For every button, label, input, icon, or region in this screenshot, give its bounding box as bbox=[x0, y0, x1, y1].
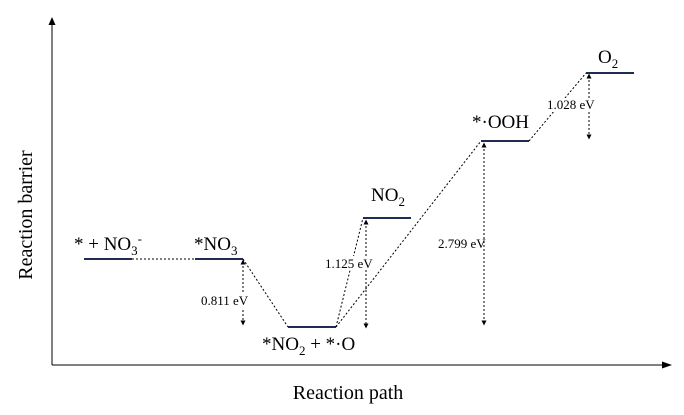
energy-labels: 0.811 eV 1.125 eV 2.799 eV 1.028 eV bbox=[201, 97, 595, 308]
x-axis-title: Reaction path bbox=[293, 382, 404, 404]
state-label-ooh: *·OOH bbox=[472, 112, 529, 133]
y-axis-arrowhead bbox=[48, 17, 56, 25]
energy-label-step2: 1.125 eV bbox=[325, 256, 373, 271]
axes bbox=[48, 17, 672, 369]
energy-arrows bbox=[240, 73, 592, 329]
state-label-no3: *NO3 bbox=[194, 234, 237, 258]
state-label-o2: O2 bbox=[598, 47, 618, 71]
energy-levels bbox=[84, 72, 634, 328]
connector-no2o-no2 bbox=[335, 217, 364, 328]
connector-no3-no2o bbox=[242, 258, 289, 328]
state-labels: * + NO3- *NO3 *NO2 + *·O NO2 *·OOH O2 bbox=[74, 47, 618, 358]
y-axis-title: Reaction barrier bbox=[15, 150, 37, 280]
energy-label-step4: 1.028 eV bbox=[547, 97, 595, 112]
connector-no2o-ooh bbox=[335, 140, 482, 328]
state-label-no2o: *NO2 + *·O bbox=[262, 334, 355, 358]
energy-label-step1: 0.811 eV bbox=[201, 293, 249, 308]
x-axis-arrowhead bbox=[662, 361, 672, 369]
energy-label-step3: 2.799 eV bbox=[438, 236, 486, 251]
state-label-start: * + NO3- bbox=[74, 231, 142, 258]
state-label-no2: NO2 bbox=[371, 185, 405, 209]
